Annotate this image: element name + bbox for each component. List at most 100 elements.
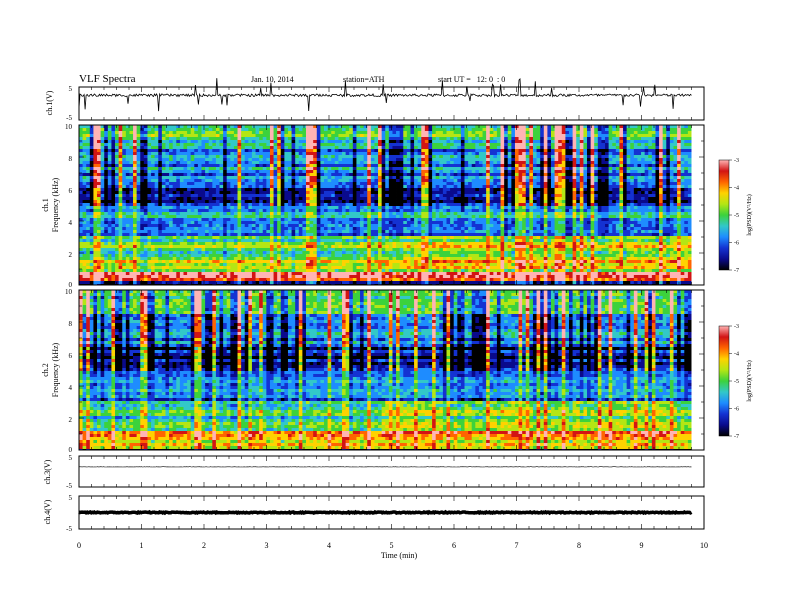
spectrogram-cell	[677, 128, 682, 132]
spectrogram-cell	[190, 131, 195, 135]
spectrogram-cell	[324, 143, 328, 147]
spectrogram-cell	[388, 179, 393, 183]
spectrogram-cell	[176, 188, 181, 192]
spectrogram-cell	[381, 194, 386, 198]
spectrogram-cell	[233, 137, 238, 141]
spectrogram-cell	[107, 137, 112, 141]
spectrogram-cell	[136, 131, 141, 135]
spectrogram-cell	[641, 170, 646, 174]
spectrogram-cell	[432, 167, 437, 171]
spectrogram-cell	[251, 164, 256, 168]
spectrogram-cell	[496, 137, 501, 141]
spectrogram-cell	[165, 149, 170, 153]
spectrogram-cell	[496, 134, 501, 138]
spectrogram-cell	[194, 209, 199, 213]
spectrogram-cell	[630, 176, 635, 180]
spectrogram-cell	[255, 161, 260, 165]
spectrogram-cell	[143, 206, 148, 210]
spectrogram-cell	[561, 179, 566, 183]
spectrogram-cell	[241, 164, 246, 168]
spectrogram-cell	[673, 158, 678, 162]
spectrogram-cell	[172, 149, 177, 153]
spectrogram-cell	[251, 203, 256, 207]
spectrogram-cell	[504, 125, 509, 129]
spectrogram-cell	[172, 179, 177, 183]
spectrogram-cell	[677, 149, 682, 153]
spectrogram-cell	[641, 197, 646, 201]
spectrogram-cell	[129, 185, 134, 189]
spectrogram-cell	[136, 185, 141, 189]
spectrogram-cell	[561, 191, 566, 195]
spectrogram-cell	[266, 194, 271, 198]
spectrogram-cell	[143, 191, 148, 195]
spectrogram-cell	[677, 206, 682, 210]
spectrogram-cell	[151, 161, 156, 165]
spectrogram-cell	[125, 182, 130, 186]
spectrogram-cell	[605, 143, 610, 147]
spectrogram-cell	[169, 128, 174, 132]
spectrogram-cell	[212, 140, 217, 144]
spectrogram-cell	[133, 200, 138, 204]
spectrogram-cell	[648, 194, 653, 198]
spectrogram-cell	[82, 188, 87, 192]
spectrogram-cell	[421, 167, 426, 171]
spectrogram-cell	[269, 146, 274, 150]
spectrogram-cell	[140, 185, 145, 189]
spectrogram-cell	[212, 167, 217, 171]
spectrogram-cell	[644, 137, 649, 141]
spectrogram-cell	[421, 140, 426, 144]
spectrogram-cell	[215, 128, 220, 132]
spectrogram-cell	[453, 149, 458, 153]
spectrogram-cell	[89, 191, 94, 195]
spectrogram-cell	[475, 185, 480, 189]
spectrogram-cell	[190, 209, 195, 213]
spectrogram-cell	[241, 140, 246, 144]
spectrogram-cell	[540, 203, 545, 207]
spectrogram-cell	[187, 158, 192, 162]
spectrogram-cell	[356, 182, 361, 186]
spectrogram-cell	[428, 161, 433, 165]
spectrogram-cell	[342, 149, 347, 153]
spectrogram-cell	[414, 125, 419, 129]
spectrogram-cell	[587, 203, 592, 207]
spectrogram-cell	[504, 194, 509, 198]
spectrogram-cell	[129, 128, 134, 132]
spectrogram-cell	[352, 194, 357, 198]
spectrogram-cell	[115, 188, 120, 192]
spectrogram-cell	[623, 176, 628, 180]
spectrogram-cell	[244, 128, 249, 132]
spectrogram-cell	[172, 167, 177, 171]
spectrogram-cell	[439, 143, 444, 147]
spectrogram-cell	[403, 170, 408, 174]
spectrogram-cell	[309, 200, 314, 204]
spectrogram-cell	[363, 128, 368, 132]
spectrogram-cell	[601, 170, 606, 174]
spectrogram-cell	[356, 209, 361, 213]
spectrogram-cell	[464, 152, 469, 156]
spectrogram-cell	[136, 194, 141, 198]
spectrogram-cell	[605, 161, 610, 165]
spectrogram-cell	[597, 188, 602, 192]
spectrogram-cell	[302, 194, 307, 198]
spectrogram-cell	[349, 155, 354, 159]
spectrogram-cell	[572, 158, 577, 162]
spectrogram-cell	[432, 194, 437, 198]
spectrogram-cell	[522, 185, 527, 189]
spectrogram-cell	[457, 137, 462, 141]
spectrogram-cell	[313, 179, 318, 183]
spectrogram-cell	[550, 134, 555, 138]
spectrogram-cell	[428, 191, 433, 195]
spectrogram-cell	[558, 173, 563, 177]
spectrogram-cell	[446, 152, 451, 156]
spectrogram-cell	[637, 149, 642, 153]
spectrogram-cell	[194, 173, 199, 177]
spectrogram-cell	[187, 200, 192, 204]
spectrogram-cell	[331, 176, 336, 180]
spectrogram-cell	[212, 170, 217, 174]
spectrogram-cell	[331, 131, 336, 135]
spectrogram-cell	[623, 131, 628, 135]
spectrogram-cell	[493, 161, 498, 165]
spectrogram-cell	[161, 137, 166, 141]
spectrogram-cell	[154, 155, 159, 159]
spectrogram-cell	[399, 158, 404, 162]
